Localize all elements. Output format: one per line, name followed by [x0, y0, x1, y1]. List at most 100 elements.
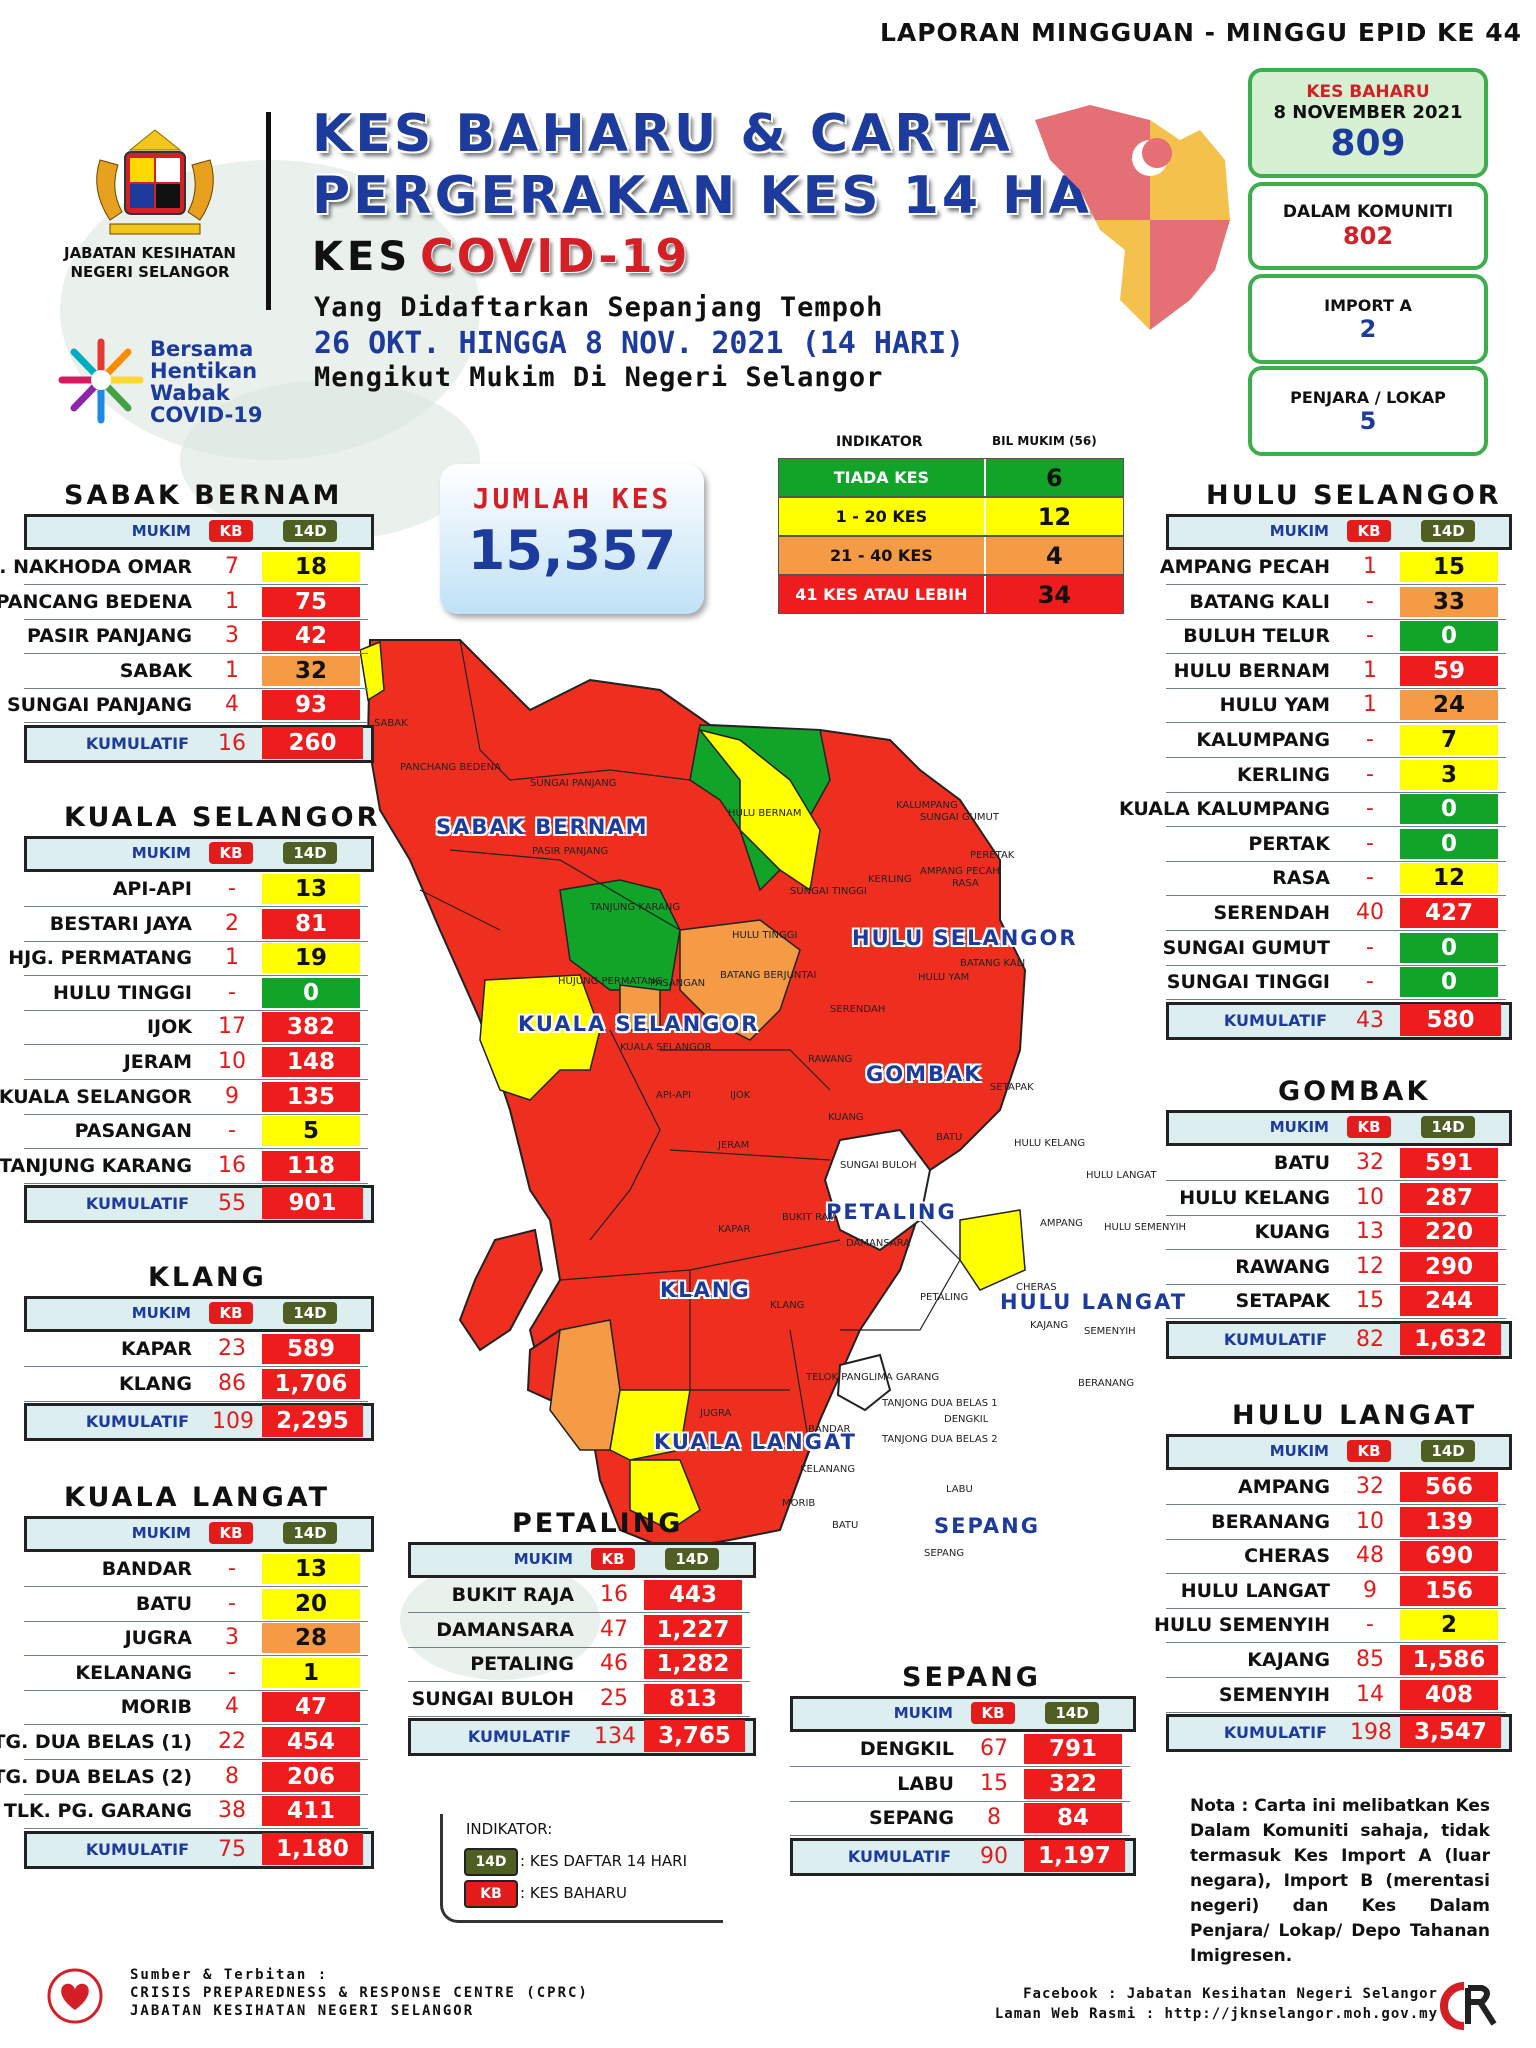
map-mukim-label: HULU KELANG	[1014, 1138, 1086, 1149]
kb-value: -	[228, 979, 236, 1005]
kumulatif-kb: 109	[212, 1409, 254, 1435]
14d-value: 0	[1400, 828, 1498, 859]
legend-14d-tag: 14D	[464, 1848, 518, 1876]
covid-label: COVID-19	[420, 229, 691, 283]
table-row: HJG. PERMATANG 1 19	[8, 941, 368, 977]
kb-value: -	[228, 1556, 236, 1581]
kb-value: -	[1366, 623, 1374, 649]
map-mukim-label: TANJONG DUA BELAS 2	[882, 1434, 998, 1445]
14d-value: 791	[1024, 1734, 1122, 1764]
kb-value: 10	[1356, 1508, 1384, 1534]
mukim-name: API-API	[112, 878, 192, 900]
kb-value: 10	[1356, 1184, 1384, 1210]
indicator-label: 41 KES ATAU LEBIH	[779, 576, 984, 613]
kumulatif-row: KUMULATIF 55 901	[24, 1185, 374, 1224]
kb-value: -	[1366, 588, 1374, 614]
report-title: LAPORAN MINGGUAN - MINGGU EPID KE 44	[879, 18, 1522, 47]
kumulatif-14d: 1,197	[1024, 1839, 1125, 1872]
table-row: BATU 32 591	[1166, 1146, 1506, 1181]
mukim-name: SERENDAH	[1213, 902, 1330, 924]
map-mukim-label: SEPANG	[924, 1548, 965, 1559]
district-title: SABAK BERNAM	[64, 480, 343, 511]
table-header: MUKIM KB 14D	[24, 1296, 374, 1332]
map-mukim-label: TELOK PANGLIMA GARANG	[806, 1372, 940, 1383]
kumulatif-label: KUMULATIF	[85, 734, 189, 753]
map-mukim-label: HULU YAM	[918, 972, 970, 983]
selangor-flag-map: ★	[1030, 100, 1240, 340]
table-row: CHERAS 48 690	[1166, 1539, 1506, 1575]
mukim-name: LABU	[897, 1772, 954, 1795]
mukim-name: CHERAS	[1244, 1545, 1330, 1568]
map-mukim-label: SEMENYIH	[1084, 1326, 1136, 1337]
kb-value: 1	[1363, 692, 1377, 718]
kb-tag: KB	[591, 1548, 635, 1570]
mukim-name: TANJUNG KARANG	[0, 1154, 192, 1177]
kb-value: 3	[225, 623, 239, 649]
table-row: HULU YAM 1 24	[1166, 688, 1506, 724]
map-mukim-label: KERLING	[868, 874, 912, 885]
map-mukim-label: LABU	[946, 1484, 973, 1495]
kb-value: -	[228, 1118, 236, 1144]
14d-value: 28	[262, 1623, 360, 1654]
map-mukim-label: BATU	[832, 1520, 859, 1531]
table-row: SERENDAH 40 427	[1166, 896, 1506, 931]
14d-value: 589	[262, 1334, 360, 1364]
mukim-name: SUNGAI PANJANG	[6, 694, 192, 717]
main-title-line1: KES BAHARU & CARTA	[312, 104, 1013, 164]
14d-value: 42	[262, 621, 360, 652]
mukim-name: KALUMPANG	[1196, 729, 1330, 751]
map-mukim-label: PASANGAN	[650, 978, 706, 989]
table-header: MUKIM KB 14D	[24, 514, 374, 550]
mukim-name: KERLING	[1236, 763, 1330, 786]
map-mukim-label: JERAM	[718, 1140, 750, 1151]
map-mukim-label: TANJONG DUA BELAS 1	[882, 1398, 998, 1409]
kumulatif-kb: 198	[1350, 1720, 1392, 1746]
map-mukim-label: BUKIT RAJA	[782, 1212, 838, 1223]
14d-value: 13	[262, 1554, 360, 1584]
table-row: HULU LANGAT 9 156	[1166, 1574, 1506, 1609]
district-title: PETALING	[512, 1508, 684, 1539]
mukim-name: BATANG KALI	[1189, 590, 1330, 613]
mukim-name: PETALING	[470, 1653, 574, 1676]
table-row: BUKIT RAJA 16 443	[408, 1578, 750, 1613]
mukim-name: KLANG	[118, 1372, 192, 1395]
mukim-header: MUKIM	[1269, 1442, 1329, 1460]
legend-title: INDIKATOR:	[466, 1820, 553, 1838]
kb-value: 40	[1356, 900, 1384, 925]
map-mukim-label: BATANG KALI	[960, 958, 1026, 969]
mukim-name: KUALA KALUMPANG	[1119, 798, 1330, 821]
mukim-name: SEMENYIH	[1218, 1683, 1330, 1706]
mukim-name: IJOK	[146, 1016, 192, 1039]
kb-value: -	[228, 1590, 236, 1616]
mukim-name: DAMANSARA	[436, 1618, 574, 1641]
mukim-name: AMPANG PECAH	[1159, 556, 1330, 578]
table-row: HULU TINGGI -0	[24, 976, 368, 1011]
table-row: IJOK 17 382	[24, 1010, 368, 1046]
table-row: SUNGAI PANJANG 4 93	[7, 688, 368, 724]
legend-14d-desc: : KES DAFTAR 14 HARI	[520, 1852, 688, 1870]
table-row: PASANGAN -5	[24, 1114, 368, 1150]
mukim-name: HULU TINGGI	[53, 981, 192, 1004]
indicator-row: 1 - 20 KES 12	[778, 497, 1124, 536]
mukim-name: SEPANG	[868, 1807, 954, 1830]
14d-value: 84	[1024, 1803, 1122, 1834]
map-mukim-label: BATANG BERJUNTAI	[720, 970, 817, 981]
kb-value: 14	[1356, 1681, 1384, 1707]
kb-value: -	[1366, 761, 1374, 787]
mukim-name: HULU KELANG	[1179, 1186, 1330, 1209]
14d-value: 1,227	[644, 1614, 742, 1645]
map-mukim-label: HULU SEMENYIH	[1104, 1222, 1187, 1233]
kumulatif-row: KUMULATIF 198 3,547	[1166, 1714, 1512, 1753]
kb-value: 23	[218, 1336, 246, 1361]
table-row: SUNGAI BULOH 25 813	[408, 1682, 750, 1717]
table-row: AMPANG PECAH 1 15	[1160, 550, 1506, 585]
kb-value: 1	[225, 657, 239, 683]
table-row: KUALA KALUMPANG -0	[1119, 792, 1506, 828]
mukim-name: TG. DUA BELAS (1)	[0, 1731, 192, 1753]
table-row: TG. DUA BELAS (1) 22 454	[0, 1725, 368, 1760]
table-row: HULU KELANG 10 287	[1166, 1181, 1506, 1216]
table-row: PASIR PANJANG 3 42	[24, 619, 368, 655]
campaign-text: Bersama Hentikan Wabak COVID-19	[150, 337, 263, 427]
bil-mukim-header: BIL MUKIM (56)	[992, 434, 1097, 448]
kb-value: -	[1366, 830, 1374, 856]
